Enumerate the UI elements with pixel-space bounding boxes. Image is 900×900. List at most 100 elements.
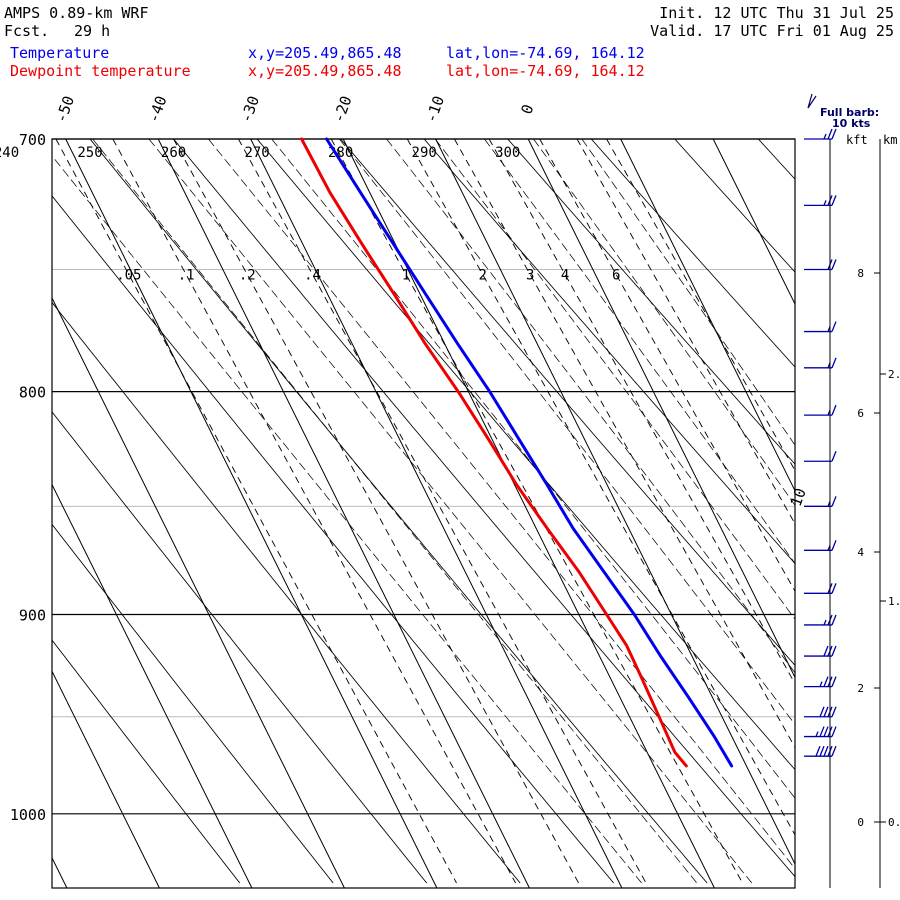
mixing-ratio-label: .4 <box>304 268 321 284</box>
theta-label: 260 <box>161 145 186 161</box>
moist-adiabat <box>484 139 795 564</box>
mixing-ratio-label: 3 <box>526 268 534 284</box>
mixing-ratio-line <box>454 139 795 749</box>
isotherm-line <box>527 139 795 679</box>
mixing-ratio-line <box>238 139 647 884</box>
isotherm-line <box>52 296 345 888</box>
km-tick-label: 0. <box>888 816 900 829</box>
theta-label: 270 <box>244 145 269 161</box>
init-time: Init. 12 UTC Thu 31 Jul 25 <box>659 4 894 22</box>
isotherm-label: 0 <box>517 102 537 117</box>
wind-barb <box>804 745 837 757</box>
isotherm-line <box>52 856 68 888</box>
isotherm-label: -20 <box>329 93 355 125</box>
theta-label: 290 <box>412 145 437 161</box>
isotherm-label: -50 <box>52 93 78 125</box>
kft-tick-label: 6 <box>857 407 864 420</box>
pressure-label: 900 <box>19 606 46 624</box>
pressure-label: 800 <box>19 384 46 402</box>
barb-note-line2: 10 kts <box>832 117 871 130</box>
isotherm-line <box>620 139 795 492</box>
moist-adiabat <box>208 139 795 870</box>
isotherm-label: -10 <box>422 93 448 125</box>
forecast-hour: 29 h <box>74 22 111 40</box>
barb-sample-icon <box>807 93 817 109</box>
mixing-ratio-line <box>112 139 516 884</box>
legend-temperature-name: Temperature <box>10 44 110 62</box>
wind-barb <box>804 259 837 271</box>
km-tick-label: 1. <box>888 595 900 608</box>
isotherm-line <box>806 139 900 888</box>
pressure-label: 1000 <box>10 806 46 824</box>
legend-dewpoint-xy: x,y=205.49,865.48 <box>248 62 402 80</box>
wind-barb <box>804 614 837 626</box>
dry-adiabat <box>674 139 795 273</box>
mixing-ratio-label: 1 <box>402 268 410 284</box>
mixing-ratio-label: .05 <box>116 268 141 284</box>
legend-temperature-xy: x,y=205.49,865.48 <box>248 44 402 62</box>
wind-barb <box>804 195 837 207</box>
moist-adiabat <box>271 139 795 799</box>
mixing-ratio-line <box>488 139 795 685</box>
dry-adiabat <box>173 139 795 878</box>
isotherm-line <box>435 139 795 866</box>
isotherm-label: 10 <box>787 486 810 509</box>
barb-note-line1: Full barb: <box>820 106 880 119</box>
wind-barb <box>804 726 837 738</box>
dry-adiabat <box>52 639 241 884</box>
isotherm-line <box>712 139 795 306</box>
pressure-label: 700 <box>19 131 46 149</box>
mixing-ratio-line <box>606 139 795 472</box>
mixing-ratio-label: .2 <box>239 268 256 284</box>
theta-label: 250 <box>77 145 102 161</box>
model-title: AMPS 0.89-km WRF <box>4 4 149 22</box>
wind-barb <box>804 645 837 657</box>
wind-barb <box>804 706 837 718</box>
dry-adiabat <box>590 139 795 368</box>
valid-time: Valid. 17 UTC Fri 01 Aug 25 <box>650 22 894 40</box>
wind-barb <box>804 357 837 369</box>
wind-barb <box>804 496 837 507</box>
isotherm-line <box>250 139 623 888</box>
moist-adiabat <box>148 139 753 884</box>
dewpoint-profile <box>300 137 688 768</box>
dry-adiabat <box>423 139 795 565</box>
temperature-profile <box>325 137 734 768</box>
kft-tick-label: 0 <box>857 816 864 829</box>
wind-barb <box>804 583 837 594</box>
kft-tick-label: 4 <box>857 546 864 559</box>
dry-adiabat <box>52 195 614 884</box>
isotherm-label: -30 <box>237 93 263 125</box>
kft-axis-label: kft <box>846 133 868 147</box>
moist-adiabat <box>339 139 795 725</box>
theta-label: 300 <box>495 145 520 161</box>
mixing-ratio-line <box>173 139 579 884</box>
moist-adiabat <box>581 139 795 446</box>
dry-adiabat <box>52 523 334 884</box>
legend-dewpoint-name: Dewpoint temperature <box>10 62 191 80</box>
dry-adiabat <box>757 139 795 180</box>
plot-lines <box>52 139 900 888</box>
dry-adiabat <box>340 139 795 666</box>
mixing-ratio-line <box>539 139 795 593</box>
dry-adiabat <box>507 139 795 465</box>
legend-dewpoint-latlon: lat,lon=-74.69, 164.12 <box>446 62 645 80</box>
wind-barb <box>804 128 837 140</box>
isotherm-line <box>157 139 530 888</box>
moist-adiabat <box>533 139 795 506</box>
forecast-label: Fcst. <box>4 22 50 40</box>
mixing-ratio-label: 4 <box>561 268 569 284</box>
dry-adiabat <box>842 139 900 883</box>
wind-barb <box>804 321 837 333</box>
mixing-ratio-line <box>576 139 795 525</box>
wind-barb <box>804 540 837 551</box>
km-axis-label: km <box>883 133 897 147</box>
dry-adiabat <box>52 301 521 884</box>
mixing-ratio-label: 2 <box>478 268 486 284</box>
mixing-ratio-line <box>406 139 795 836</box>
dry-adiabat <box>89 139 708 884</box>
isotherm-line <box>52 483 253 888</box>
dry-adiabat <box>256 139 795 771</box>
wind-barb <box>804 451 837 462</box>
